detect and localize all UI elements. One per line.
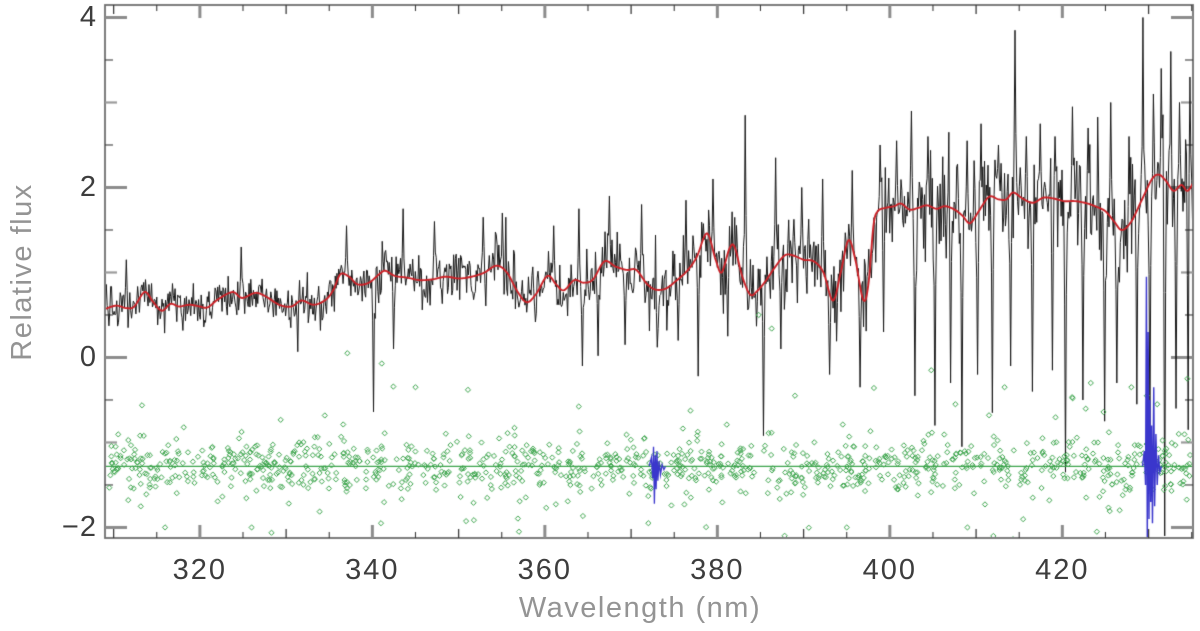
y-tick-label: 0 (79, 341, 97, 374)
x-tick-label: 340 (345, 554, 400, 586)
y-tick-label: 4 (79, 1, 97, 34)
x-tick-label: 360 (517, 554, 573, 586)
x-axis-title: Wavelength (nm) (518, 592, 762, 624)
x-tick-label: 400 (862, 554, 918, 586)
x-tick-label: 380 (690, 554, 745, 586)
x-tick-label: 320 (172, 554, 228, 586)
y-tick-label: −2 (61, 511, 97, 544)
x-tick-label: 420 (1035, 554, 1090, 586)
y-tick-label: 2 (79, 171, 97, 204)
